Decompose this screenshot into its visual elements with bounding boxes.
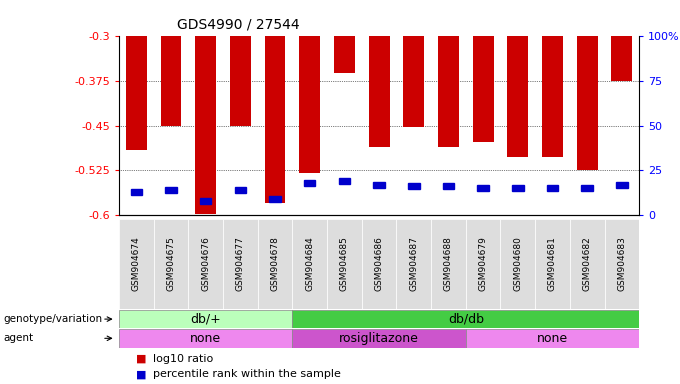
Text: GSM904686: GSM904686 xyxy=(375,237,384,291)
Bar xyxy=(611,36,632,81)
Bar xyxy=(500,219,535,309)
Bar xyxy=(200,198,211,204)
Text: agent: agent xyxy=(3,333,33,343)
Text: GSM904680: GSM904680 xyxy=(513,237,522,291)
Bar xyxy=(304,180,316,186)
Bar xyxy=(507,36,528,157)
Bar xyxy=(299,36,320,174)
Text: db/+: db/+ xyxy=(190,313,221,326)
Bar xyxy=(334,36,355,73)
Bar xyxy=(265,36,286,203)
Text: percentile rank within the sample: percentile rank within the sample xyxy=(153,369,341,379)
Bar xyxy=(292,310,639,328)
Bar xyxy=(339,178,350,184)
Bar xyxy=(438,36,459,147)
Bar xyxy=(547,185,558,191)
Bar xyxy=(195,36,216,214)
Text: rosiglitazone: rosiglitazone xyxy=(339,332,419,345)
Bar xyxy=(126,36,147,150)
Bar xyxy=(369,36,390,147)
Bar xyxy=(570,219,605,309)
Text: GSM904679: GSM904679 xyxy=(479,237,488,291)
Text: GSM904687: GSM904687 xyxy=(409,237,418,291)
Bar xyxy=(581,185,593,191)
Bar xyxy=(535,219,570,309)
Text: GSM904682: GSM904682 xyxy=(583,237,592,291)
Bar xyxy=(605,219,639,309)
Bar xyxy=(292,329,466,348)
Bar xyxy=(512,185,524,191)
Bar xyxy=(396,219,431,309)
Bar xyxy=(154,219,188,309)
Text: GSM904676: GSM904676 xyxy=(201,237,210,291)
Bar xyxy=(230,36,251,126)
Bar xyxy=(327,219,362,309)
Text: db/db: db/db xyxy=(448,313,483,326)
Text: ■: ■ xyxy=(136,369,146,379)
Text: GSM904681: GSM904681 xyxy=(548,237,557,291)
Bar xyxy=(466,219,500,309)
Text: GSM904688: GSM904688 xyxy=(444,237,453,291)
Bar xyxy=(431,219,466,309)
Text: GSM904675: GSM904675 xyxy=(167,237,175,291)
Bar xyxy=(403,36,424,127)
Bar xyxy=(292,219,327,309)
Text: none: none xyxy=(537,332,568,345)
Bar xyxy=(466,329,639,348)
Bar xyxy=(473,36,494,142)
Text: GDS4990 / 27544: GDS4990 / 27544 xyxy=(177,17,299,31)
Text: GSM904684: GSM904684 xyxy=(305,237,314,291)
Bar xyxy=(616,182,628,188)
Bar xyxy=(131,189,142,195)
Bar xyxy=(235,187,246,193)
Bar xyxy=(269,196,281,202)
Bar xyxy=(119,219,154,309)
Text: GSM904677: GSM904677 xyxy=(236,237,245,291)
Bar xyxy=(408,184,420,189)
Bar xyxy=(258,219,292,309)
Text: GSM904685: GSM904685 xyxy=(340,237,349,291)
Text: genotype/variation: genotype/variation xyxy=(3,314,103,324)
Text: GSM904678: GSM904678 xyxy=(271,237,279,291)
Bar xyxy=(542,36,563,157)
Bar xyxy=(223,219,258,309)
Text: log10 ratio: log10 ratio xyxy=(153,354,214,364)
Text: none: none xyxy=(190,332,221,345)
Bar xyxy=(443,184,454,189)
Text: GSM904674: GSM904674 xyxy=(132,237,141,291)
Bar xyxy=(160,36,182,126)
Bar xyxy=(362,219,396,309)
Bar xyxy=(477,185,489,191)
Bar xyxy=(119,329,292,348)
Bar xyxy=(577,36,598,170)
Bar xyxy=(119,310,292,328)
Text: ■: ■ xyxy=(136,354,146,364)
Bar xyxy=(165,187,177,193)
Bar xyxy=(373,182,385,188)
Text: GSM904683: GSM904683 xyxy=(617,237,626,291)
Bar xyxy=(188,219,223,309)
